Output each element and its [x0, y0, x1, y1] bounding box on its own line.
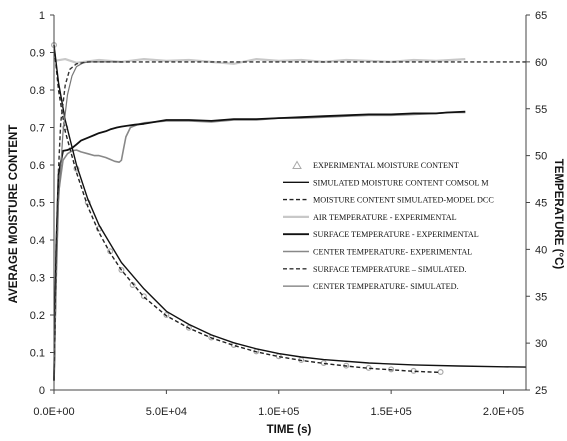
x-tick-label: 1.5E+05 [370, 406, 411, 418]
data-point [437, 369, 444, 376]
data-point [140, 293, 147, 300]
x-tick-label: 5.0E+04 [146, 406, 187, 418]
legend-label: SURFACE TEMPERATURE - EXPERIMENTAL [313, 230, 479, 239]
y2-tick-label: 50 [535, 151, 547, 163]
x-axis-title: TIME (s) [267, 424, 312, 436]
legend-label: AIR TEMPERATURE - EXPERIMENTAL [313, 213, 457, 222]
y2-tick-label: 35 [535, 291, 547, 303]
data-point [185, 324, 192, 331]
legend-label: CENTER TEMPERATURE- EXPERIMENTAL [313, 248, 472, 257]
y-tick-label: 1 [39, 10, 45, 22]
y2-tick-label: 30 [535, 338, 547, 350]
y-tick-label: 0.9 [30, 48, 45, 60]
y-tick-label: 0.8 [30, 85, 45, 97]
y-tick-label: 0.1 [30, 348, 45, 360]
legend-label: CENTER TEMPERATURE- SIMULATED. [313, 282, 459, 291]
legend-label: SURFACE TEMPERATURE – SIMULATED. [313, 265, 466, 274]
x-tick-label: 1.0E+05 [258, 406, 299, 418]
y-axis-title: AVERAGE MOISTURE CONTENT [8, 125, 20, 304]
series-line-surface-temperature-experimental [53, 110, 466, 381]
x-tick-label: 0.0E+00 [33, 406, 74, 418]
series-line-center-temperature-simulated [53, 61, 122, 381]
y-tick-label: 0.2 [30, 310, 45, 322]
data-point [118, 267, 125, 274]
axes-layer: 0 0.1 0.2 0.3 0.4 0.5 0.6 0.7 0.8 0.9 1 25 30 35 40 45 5… [30, 10, 548, 418]
y-tick-label: 0.5 [30, 198, 45, 210]
legend: EXPERIMENTAL MOISTURE CONTENT SIMULATED M… [283, 160, 494, 291]
y-tick-label: 0.4 [30, 235, 45, 247]
y-tick-label: 0 [39, 385, 45, 397]
x-tick-label: 2.0E+05 [483, 406, 524, 418]
legend-label: SIMULATED MOISTURE CONTENT COMSOL M [313, 178, 489, 187]
y2-tick-label: 65 [535, 10, 547, 22]
legend-label: MOISTURE CONTENT SIMULATED-MODEL DCC [313, 196, 494, 205]
y-tick-label: 0.3 [30, 273, 45, 285]
series-layer [50, 41, 527, 381]
y-tick-label: 0.6 [30, 160, 45, 172]
series-line-simulated-moisture-content-comsol-m [53, 44, 527, 368]
y2-tick-label: 45 [535, 198, 547, 210]
y-tick-label: 0.7 [30, 123, 45, 135]
series-line-moisture-content-simulated-model-dcc [53, 44, 441, 374]
legend-label: EXPERIMENTAL MOISTURE CONTENT [313, 161, 459, 170]
y2-axis-title: TEMPERATURE (°C) [552, 159, 564, 270]
data-point [163, 312, 170, 319]
y2-tick-label: 55 [535, 104, 547, 116]
y2-tick-label: 25 [535, 385, 547, 397]
series-line-surface-temperature-simulated [53, 61, 526, 381]
y2-tick-label: 40 [535, 244, 547, 256]
legend-symbol-marker [292, 160, 302, 169]
y2-tick-label: 60 [535, 57, 547, 69]
